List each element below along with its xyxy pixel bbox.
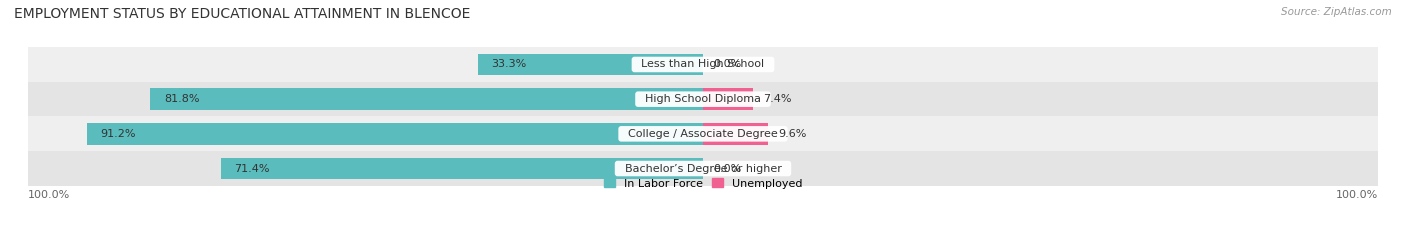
Bar xyxy=(28,116,1378,151)
Text: Bachelor’s Degree or higher: Bachelor’s Degree or higher xyxy=(617,164,789,174)
Legend: In Labor Force, Unemployed: In Labor Force, Unemployed xyxy=(599,174,807,193)
Bar xyxy=(703,88,754,110)
Text: Source: ZipAtlas.com: Source: ZipAtlas.com xyxy=(1281,7,1392,17)
Text: 7.4%: 7.4% xyxy=(763,94,792,104)
Text: 91.2%: 91.2% xyxy=(100,129,136,139)
Text: 9.6%: 9.6% xyxy=(778,129,807,139)
Bar xyxy=(703,123,768,145)
Text: 33.3%: 33.3% xyxy=(492,59,527,69)
Bar xyxy=(87,123,703,145)
Bar xyxy=(478,54,703,75)
Text: 0.0%: 0.0% xyxy=(713,164,741,174)
Text: 100.0%: 100.0% xyxy=(1336,190,1378,200)
Bar xyxy=(221,158,703,179)
Text: EMPLOYMENT STATUS BY EDUCATIONAL ATTAINMENT IN BLENCOE: EMPLOYMENT STATUS BY EDUCATIONAL ATTAINM… xyxy=(14,7,471,21)
Text: 81.8%: 81.8% xyxy=(165,94,200,104)
Bar xyxy=(28,47,1378,82)
Bar xyxy=(150,88,703,110)
Text: 0.0%: 0.0% xyxy=(713,59,741,69)
Text: 71.4%: 71.4% xyxy=(235,164,270,174)
Text: High School Diploma: High School Diploma xyxy=(638,94,768,104)
Text: College / Associate Degree: College / Associate Degree xyxy=(621,129,785,139)
Bar xyxy=(28,82,1378,116)
Text: Less than High School: Less than High School xyxy=(634,59,772,69)
Text: 100.0%: 100.0% xyxy=(28,190,70,200)
Bar xyxy=(28,151,1378,186)
